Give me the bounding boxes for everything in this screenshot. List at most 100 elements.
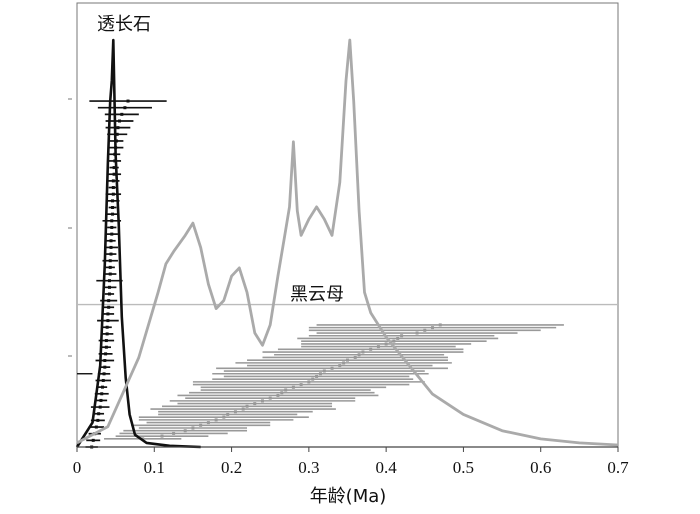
sanidine-age-point (111, 212, 115, 216)
sanidine-age-point (107, 285, 111, 289)
sanidine-age-point (112, 166, 116, 170)
biotite-age-point (423, 328, 427, 332)
sanidine-age-point (91, 438, 95, 442)
biotite-age-point (346, 358, 349, 362)
biotite-age-point (311, 377, 315, 381)
sanidine-age-point (107, 292, 111, 296)
biotite-age-point (392, 339, 396, 343)
sanidine-age-point (100, 392, 104, 396)
sanidine-age-point (104, 345, 108, 349)
biotite-age-point (222, 415, 226, 419)
sanidine-density-curve (75, 38, 201, 449)
biotite-age-point (318, 372, 322, 376)
sanidine-age-point (106, 312, 110, 316)
sanidine-age-point (103, 365, 107, 369)
biotite-age-point (322, 369, 326, 373)
sanidine-age-point (111, 192, 115, 196)
sanidine-age-point (110, 219, 114, 223)
biotite-age-point (307, 380, 311, 384)
biotite-age-point (253, 402, 257, 406)
biotite-age-point (226, 412, 230, 416)
biotite-age-point (214, 418, 218, 422)
biotite-age-point (384, 342, 388, 346)
biotite-age-point (199, 423, 203, 427)
sanidine-age-point (108, 259, 112, 263)
sanidine-age-point (123, 106, 127, 110)
sanidine-age-point (105, 332, 109, 336)
sanidine-age-point (103, 359, 107, 363)
biotite-age-point (438, 323, 442, 327)
sanidine-age-point (111, 179, 115, 183)
sanidine-age-point (98, 405, 102, 409)
x-tick-label: 0.4 (376, 458, 398, 477)
biotite-age-point (361, 350, 365, 354)
reference-lines (77, 303, 618, 375)
sanidine-age-point (120, 112, 124, 116)
sanidine-age-point (94, 425, 98, 429)
x-tick-label: 0.3 (298, 458, 319, 477)
x-axis: 0 0.1 0.2 0.3 0.4 0.5 0.6 0.7 (73, 446, 629, 477)
sanidine-age-point (118, 119, 122, 123)
biotite-age-point (338, 364, 342, 368)
sanidine-age-point (109, 245, 113, 249)
sanidine-age-point (107, 279, 111, 283)
sanidine-age-point (102, 372, 106, 376)
biotite-age-point (183, 429, 187, 433)
sanidine-age-point (116, 126, 120, 130)
x-tick-label: 0.6 (530, 458, 551, 477)
biotite-age-point (241, 407, 245, 411)
x-tick-label: 0.5 (453, 458, 474, 477)
biotite-age-point (353, 355, 357, 359)
density-curves (75, 38, 619, 449)
biotite-age-point (268, 396, 272, 400)
sanidine-age-point (110, 232, 114, 236)
sanidine-age-point (107, 305, 111, 309)
biotite-age-point (245, 404, 249, 408)
biotite-age-point (233, 410, 237, 414)
sanidine-age-point (99, 398, 103, 402)
sanidine-age-point (112, 172, 116, 176)
sanidine-age-point (104, 339, 108, 343)
biotite-age-point (280, 391, 284, 395)
sanidine-age-point (108, 265, 112, 269)
y-axis-ticks (68, 98, 72, 357)
sanidine-age-point (109, 239, 113, 243)
biotite-age-point (160, 434, 164, 438)
biotite-age-point (206, 421, 210, 425)
sanidine-age-point (96, 418, 100, 422)
biotite-age-point (284, 388, 288, 392)
sanidine-age-point (97, 412, 101, 416)
sanidine-age-point (106, 319, 110, 323)
biotite-age-point (330, 366, 334, 370)
sanidine-age-point (111, 205, 115, 209)
sanidine-age-point (110, 225, 114, 229)
biotite-age-point (191, 426, 195, 430)
biotite-age-point (260, 399, 264, 403)
biotite-density-curve (76, 38, 619, 447)
biotite-age-point (369, 347, 373, 351)
sanidine-age-point (111, 186, 115, 190)
biotite-age-point (396, 336, 400, 340)
biotite-age-point (276, 393, 280, 397)
biotite-age-point (431, 326, 435, 330)
sanidine-age-point (104, 352, 108, 356)
sanidine-age-point (115, 132, 119, 136)
series-label-biotite: 黑云母 (290, 284, 344, 305)
sanidine-age-point (101, 385, 105, 389)
biotite-age-point (342, 361, 346, 365)
biotite-age-point (415, 331, 419, 335)
biotite-age-point (291, 385, 295, 389)
biotite-age-point (172, 431, 176, 435)
x-axis-title: 年龄(Ma) (310, 486, 387, 507)
biotite-age-point (299, 383, 303, 387)
biotite-age-point (400, 334, 404, 338)
sanidine-age-point (107, 299, 111, 303)
biotite-age-point (315, 374, 319, 378)
sanidine-age-point (109, 252, 113, 256)
series-label-sanidine: 透长石 (97, 14, 151, 35)
biotite-age-point (376, 345, 380, 349)
biotite-age-point (357, 353, 361, 357)
x-tick-label: 0 (73, 458, 82, 477)
x-tick-label: 0.7 (607, 458, 629, 477)
